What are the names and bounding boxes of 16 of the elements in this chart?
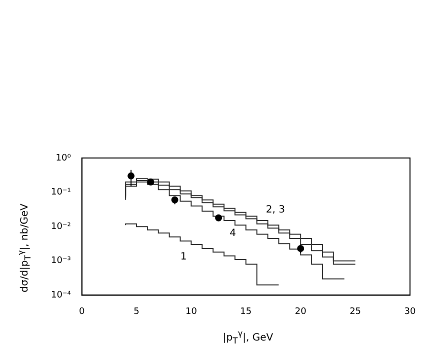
- x-tick-label: 15: [240, 306, 252, 317]
- y-tick-label: 10⁻²: [51, 222, 72, 232]
- y-tick-label: 10⁻¹: [51, 188, 72, 198]
- annotation: 4: [230, 228, 236, 240]
- y-tick-label: 10⁻⁴: [51, 290, 72, 301]
- y-tick-label: 10⁻³: [51, 256, 72, 266]
- x-tick-label: 10: [185, 306, 198, 317]
- x-tick-label: 20: [294, 306, 307, 317]
- annotation: 2, 3: [266, 204, 285, 216]
- x-tick-label: 25: [350, 306, 362, 317]
- x-tick-label: 30: [404, 306, 416, 317]
- x-axis-title: |p$_{T}$$^{γ}$|, GeV: [222, 328, 274, 346]
- y-tick-label: 10⁰: [56, 153, 72, 164]
- annotation: 1: [180, 251, 187, 262]
- x-tick-label: 5: [134, 306, 140, 317]
- x-tick-label: 0: [78, 306, 85, 317]
